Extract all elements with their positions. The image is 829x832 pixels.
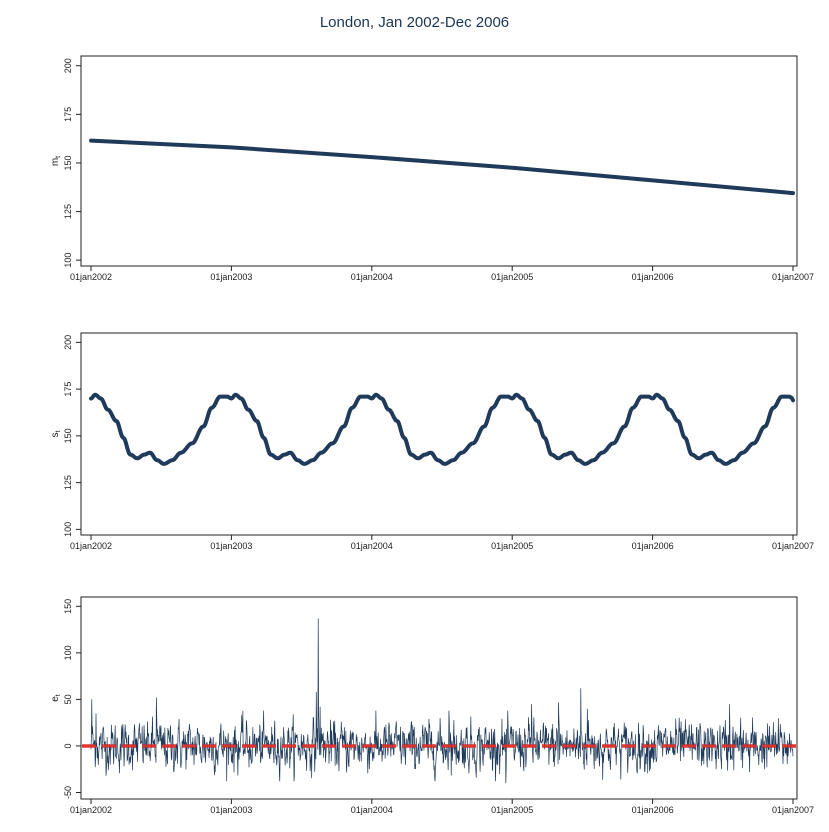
x-tick-label: 01jan2004 <box>351 541 393 551</box>
y-axis-label-sub: t <box>55 694 62 696</box>
x-tick-label: 01jan2005 <box>491 272 533 282</box>
x-tick-label: 01jan2002 <box>70 272 112 282</box>
y-tick-label: 50 <box>63 694 73 704</box>
y-axis-label-main: e <box>50 696 61 702</box>
x-tick-label: 01jan2003 <box>210 541 252 551</box>
y-tick-label: 175 <box>63 107 73 122</box>
y-axis-label: mt <box>50 156 62 166</box>
panel-3: -50 0 50 100 150 et 01jan2002 01jan2003 01jan200… <box>50 596 814 815</box>
x-tick-label: 01jan2003 <box>210 272 252 282</box>
x-tick-label: 01jan2007 <box>772 272 814 282</box>
x-tick-label: 01jan2002 <box>70 805 112 815</box>
y-tick-label: 100 <box>63 522 73 537</box>
y-tick-label: 150 <box>63 428 73 443</box>
y-axis-label-sub: t <box>55 156 62 158</box>
y-tick-label: 100 <box>63 253 73 268</box>
plot-frame <box>80 596 798 800</box>
series-line-residual <box>90 618 794 784</box>
y-axis-label: st <box>50 430 62 437</box>
x-tick-label: 01jan2005 <box>491 541 533 551</box>
y-tick-label: 150 <box>63 599 73 614</box>
y-tick-label: -50 <box>63 786 73 799</box>
y-tick-label: 0 <box>63 743 73 748</box>
y-tick-label: 100 <box>63 645 73 660</box>
x-tick-label: 01jan2003 <box>210 805 252 815</box>
plot-frame <box>80 332 798 536</box>
y-tick-label: 125 <box>63 475 73 490</box>
x-tick-label: 01jan2004 <box>351 272 393 282</box>
x-tick-label: 01jan2004 <box>351 805 393 815</box>
y-tick-label: 125 <box>63 204 73 219</box>
series-line-seasonal <box>89 392 795 466</box>
x-tick-label: 01jan2006 <box>632 541 674 551</box>
chart-title: London, Jan 2002-Dec 2006 <box>319 14 510 31</box>
series-line-trend <box>89 138 795 196</box>
x-tick-label: 01jan2007 <box>772 541 814 551</box>
plot-frame <box>80 55 798 267</box>
y-axis-label-main: m <box>50 158 61 166</box>
x-tick-label: 01jan2006 <box>632 272 674 282</box>
y-tick-label: 175 <box>63 382 73 397</box>
y-tick-label: 200 <box>63 58 73 73</box>
panel-2: 100 125 150 175 200 st 01jan2002 01jan2003 01jan… <box>50 332 814 551</box>
panel-1: 100 125 150 175 200 mt 01jan2002 01jan2003 01jan… <box>50 55 814 282</box>
x-tick-label: 01jan2005 <box>491 805 533 815</box>
x-tick-label: 01jan2006 <box>632 805 674 815</box>
y-axis-label-main: s <box>50 432 61 437</box>
y-axis-label-sub: t <box>55 430 62 432</box>
y-tick-label: 200 <box>63 335 73 350</box>
y-axis-label: et <box>50 694 62 702</box>
x-tick-label: 01jan2007 <box>772 805 814 815</box>
x-tick-label: 01jan2002 <box>70 541 112 551</box>
y-tick-label: 150 <box>63 155 73 170</box>
